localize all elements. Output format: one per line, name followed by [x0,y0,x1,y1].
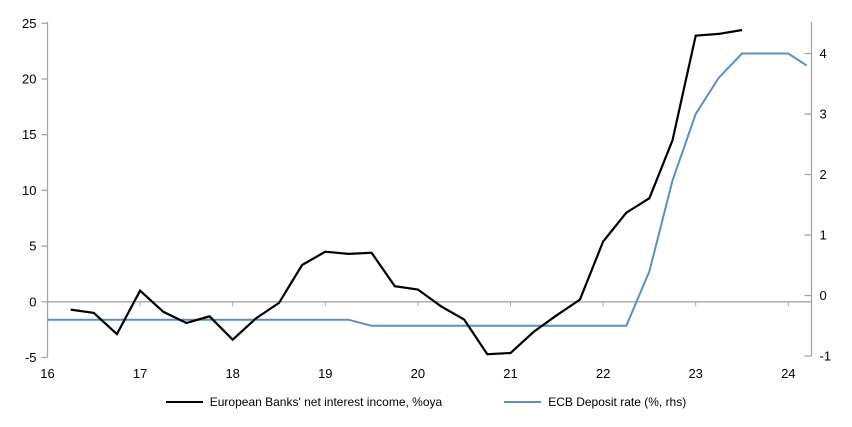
left-axis-tick-label: -5 [25,350,37,365]
nii-line-swatch-icon [165,401,203,403]
legend-label-net-interest-income: European Banks' net interest income, %oy… [209,395,443,409]
legend: European Banks' net interest income, %oy… [0,395,852,409]
x-axis-year-label: 18 [225,366,239,381]
x-axis-year-label: 21 [503,366,517,381]
left-axis-tick-label: 15 [22,127,36,142]
legend-item-ecb-deposit-rate: ECB Deposit rate (%, rhs) [504,395,686,409]
left-axis-tick-label: 10 [22,183,36,198]
net-interest-income-line [70,28,743,356]
right-axis-tick-label: 3 [820,107,827,122]
ecb-deposit-rate-line [47,52,808,327]
x-axis-year-label: 16 [40,366,54,381]
right-axis-tick-label: 1 [820,228,827,243]
left-axis-tick-label: 5 [29,239,36,254]
legend-item-net-interest-income: European Banks' net interest income, %oy… [165,395,443,409]
right-axis-tick-label: 2 [820,167,827,182]
left-axis-tick-label: 0 [29,294,36,309]
legend-label-ecb-deposit-rate: ECB Deposit rate (%, rhs) [548,395,687,409]
x-axis-year-label: 20 [411,366,425,381]
x-axis-year-label: 23 [688,366,702,381]
right-axis-tick-label: 4 [820,46,827,61]
right-axis-tick-label: 0 [820,288,827,303]
ecb-line-swatch-icon [504,401,542,403]
x-axis-year-label: 19 [318,366,332,381]
left-axis-tick-label: 25 [22,16,36,31]
right-axis-tick-label: -1 [820,349,832,364]
left-axis-tick-label: 20 [22,72,36,87]
x-axis-year-label: 17 [133,366,147,381]
x-axis-year-label: 24 [781,366,795,381]
x-axis-year-label: 22 [596,366,610,381]
